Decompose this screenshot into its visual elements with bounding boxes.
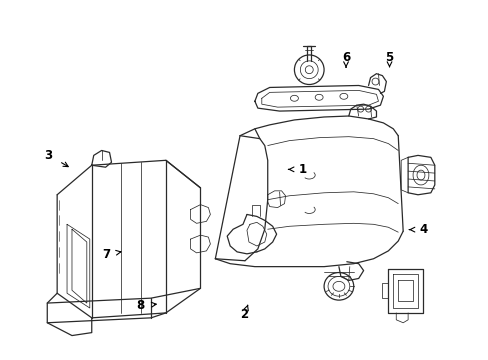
Text: 6: 6 xyxy=(341,51,349,67)
Text: 2: 2 xyxy=(240,305,248,321)
Text: 3: 3 xyxy=(44,149,68,167)
Text: 7: 7 xyxy=(102,248,121,261)
Text: 1: 1 xyxy=(288,163,306,176)
Text: 5: 5 xyxy=(385,51,393,67)
Text: 4: 4 xyxy=(408,223,427,236)
Text: 8: 8 xyxy=(136,299,156,312)
